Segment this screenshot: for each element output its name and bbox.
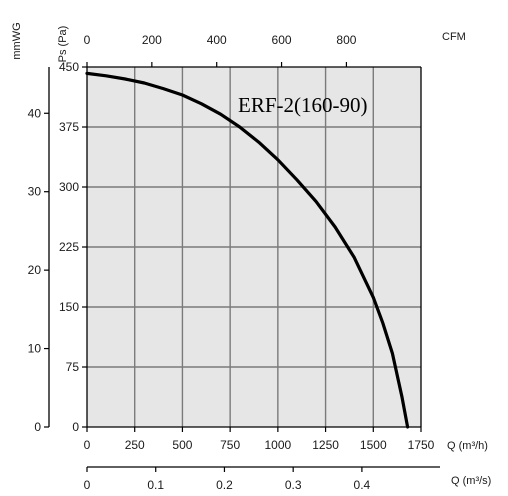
- y2-tick-label: 0: [34, 420, 41, 434]
- top-tick-label: 200: [142, 33, 162, 47]
- y2-axis-title: mmWG: [11, 22, 23, 59]
- x2-tick-label: 0: [84, 478, 91, 492]
- y2-tick-label: 20: [28, 263, 42, 277]
- chart-title: ERF-2(160-90): [238, 93, 368, 117]
- x2-tick-label: 0.1: [147, 478, 164, 492]
- x2-tick-label: 0.3: [285, 478, 302, 492]
- x-tick-label: 1000: [265, 438, 292, 452]
- y2-tick-label: 10: [28, 342, 42, 356]
- series-line: [85, 71, 410, 429]
- x2-tick-label: 0.2: [216, 478, 233, 492]
- x2-tick-label: 0.4: [354, 478, 371, 492]
- axes: [44, 62, 440, 472]
- x-tick-label: 1750: [408, 438, 435, 452]
- y2-tick-label: 40: [28, 106, 42, 120]
- y-tick-label: 300: [59, 180, 79, 194]
- x-tick-label: 250: [125, 438, 145, 452]
- y-tick-label: 0: [72, 420, 79, 434]
- x-tick-label: 500: [172, 438, 192, 452]
- y-tick-label: 450: [59, 60, 79, 74]
- x-tick-label: 0: [84, 438, 91, 452]
- top-tick-label: 800: [336, 33, 356, 47]
- y-tick-label: 75: [66, 360, 80, 374]
- x-tick-label: 1250: [312, 438, 339, 452]
- top-tick-label: 400: [207, 33, 227, 47]
- top-tick-label: 600: [272, 33, 292, 47]
- top-tick-label: 0: [84, 33, 91, 47]
- y-axis-title: Ps (Pa): [57, 26, 69, 63]
- x-tick-label: 750: [220, 438, 240, 452]
- grid: [87, 67, 421, 427]
- y-tick-label: 375: [59, 120, 79, 134]
- y2-tick-label: 30: [28, 185, 42, 199]
- x2-axis-title: Q (m³/s): [451, 475, 491, 487]
- y-tick-label: 150: [59, 300, 79, 314]
- x-tick-label: 1500: [360, 438, 387, 452]
- x-axis-title: Q (m³/h): [447, 440, 488, 452]
- top-axis-title: CFM: [442, 31, 466, 43]
- series: [85, 71, 410, 429]
- y-tick-label: 225: [59, 240, 79, 254]
